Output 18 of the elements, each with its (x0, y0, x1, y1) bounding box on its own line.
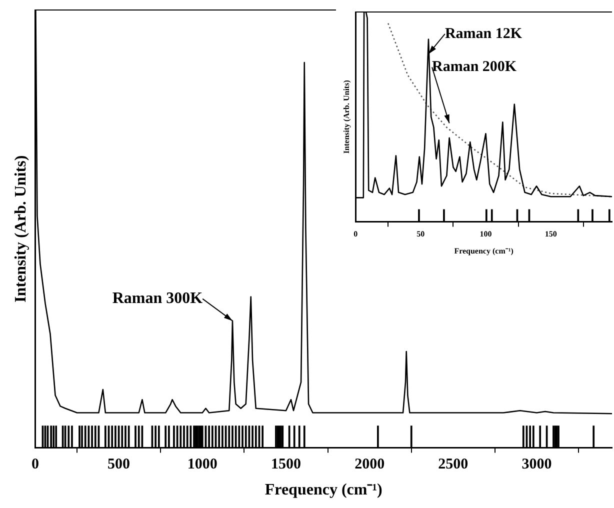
x-tick-label: 1000 (187, 456, 218, 473)
x-tick-label: 0 (354, 230, 358, 239)
x-tick-label: 2000 (354, 456, 385, 473)
x-axis-title: Frequency (cm⁻¹) (454, 246, 514, 256)
x-tick-label: 150 (544, 230, 557, 239)
annotation: Raman 12K (444, 26, 522, 42)
x-tick-label: 500 (108, 456, 130, 473)
annotation: Raman 200K (432, 59, 517, 76)
y-axis-title: Intensity (Arb. Units) (342, 80, 351, 154)
x-tick-label: 100 (480, 230, 492, 239)
x-tick-label: 2500 (438, 456, 468, 473)
annotation: Raman 300K (112, 290, 204, 307)
x-axis-title: Frequency (cm⁻¹) (264, 482, 382, 499)
x-tick-label: 3000 (522, 456, 552, 473)
x-tick-label: 50 (416, 230, 425, 239)
x-tick-label: 0 (31, 456, 39, 473)
x-tick-label: 1500 (270, 456, 301, 473)
y-axis-title: Intensity (Arb. Units) (12, 155, 30, 302)
